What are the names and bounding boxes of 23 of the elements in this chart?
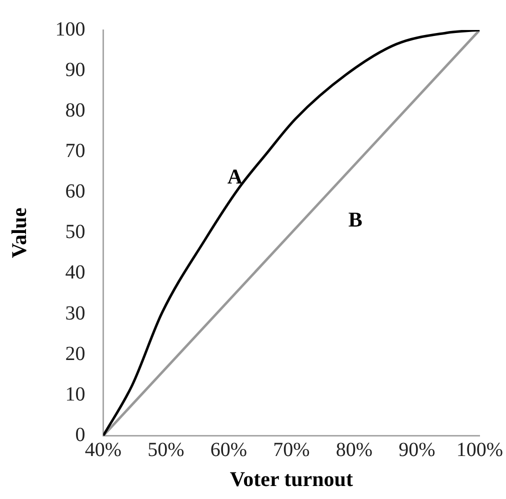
x-tick-label: 50% (148, 439, 184, 462)
x-tick-label: 70% (273, 439, 310, 462)
y-tick-label: 70 (65, 140, 86, 162)
y-tick-label: 10 (65, 383, 86, 406)
series-label: A (227, 164, 244, 188)
y-tick-label: 90 (65, 58, 86, 81)
y-tick-label: 30 (65, 302, 86, 324)
y-tick-label: 60 (65, 180, 86, 203)
y-axis-title: Value (7, 208, 32, 258)
x-tick-label: 100% (456, 439, 504, 462)
x-tick-label: 60% (210, 439, 248, 462)
y-tick-label: 80 (65, 99, 86, 122)
x-tick-label: 90% (398, 439, 436, 462)
y-tick-label: 20 (65, 342, 86, 365)
x-tick-label: 40% (84, 439, 122, 462)
series-label: B (348, 207, 362, 232)
y-tick-label: 0 (75, 424, 86, 446)
y-tick-label: 100 (55, 18, 86, 40)
x-tick-label: 80% (336, 439, 373, 462)
line-series (103, 30, 480, 436)
x-axis-title: Voter turnout (230, 466, 353, 491)
y-tick-label: 40 (65, 262, 86, 284)
y-tick-label: 50 (65, 221, 86, 244)
